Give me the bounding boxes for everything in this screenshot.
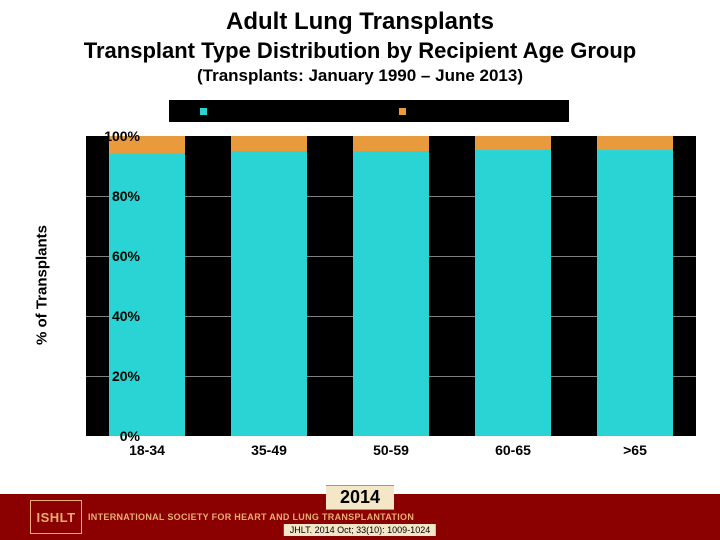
title-main: Adult Lung Transplants bbox=[0, 8, 720, 36]
bar-group bbox=[231, 136, 307, 436]
x-tick-label: 18-34 bbox=[97, 442, 197, 458]
legend-swatch bbox=[399, 108, 406, 115]
chart-zone: % of Transplants 0%20%40%60%80%100% 18-3… bbox=[34, 100, 704, 470]
bar-group bbox=[597, 136, 673, 436]
year-badge: 2014 bbox=[326, 485, 394, 510]
title-range: (Transplants: January 1990 – June 2013) bbox=[0, 66, 720, 86]
title-sub: Transplant Type Distribution by Recipien… bbox=[0, 38, 720, 64]
title-block: Adult Lung Transplants Transplant Type D… bbox=[0, 0, 720, 86]
bars-layer bbox=[86, 136, 696, 436]
x-tick-label: 50-59 bbox=[341, 442, 441, 458]
y-tick-label: 40% bbox=[94, 308, 140, 324]
x-tick-label: >65 bbox=[585, 442, 685, 458]
legend-item bbox=[369, 108, 568, 115]
bar-segment-a bbox=[231, 151, 307, 436]
legend-item bbox=[170, 108, 369, 115]
plot-area bbox=[86, 136, 696, 436]
legend bbox=[169, 100, 569, 122]
logo-mark: ISHLT bbox=[30, 500, 82, 534]
bar-segment-b bbox=[597, 136, 673, 150]
slide-root: Adult Lung Transplants Transplant Type D… bbox=[0, 0, 720, 540]
bar-segment-b bbox=[231, 136, 307, 151]
bar-segment-a bbox=[597, 150, 673, 437]
bar-group bbox=[353, 136, 429, 436]
legend-swatch bbox=[200, 108, 207, 115]
y-tick-label: 100% bbox=[94, 128, 140, 144]
bar-group bbox=[109, 136, 185, 436]
bar-group bbox=[475, 136, 551, 436]
y-tick-label: 20% bbox=[94, 368, 140, 384]
y-tick-label: 80% bbox=[94, 188, 140, 204]
y-axis-title: % of Transplants bbox=[34, 225, 51, 345]
bar-segment-b bbox=[353, 136, 429, 151]
bar-segment-b bbox=[475, 136, 551, 150]
logo-subtext: INTERNATIONAL SOCIETY FOR HEART AND LUNG… bbox=[88, 512, 414, 522]
x-tick-label: 35-49 bbox=[219, 442, 319, 458]
bar-segment-a bbox=[353, 151, 429, 436]
y-tick-label: 60% bbox=[94, 248, 140, 264]
bar-segment-a bbox=[475, 150, 551, 437]
x-tick-label: 60-65 bbox=[463, 442, 563, 458]
footer-citation: JHLT. 2014 Oct; 33(10): 1009-1024 bbox=[284, 524, 436, 536]
